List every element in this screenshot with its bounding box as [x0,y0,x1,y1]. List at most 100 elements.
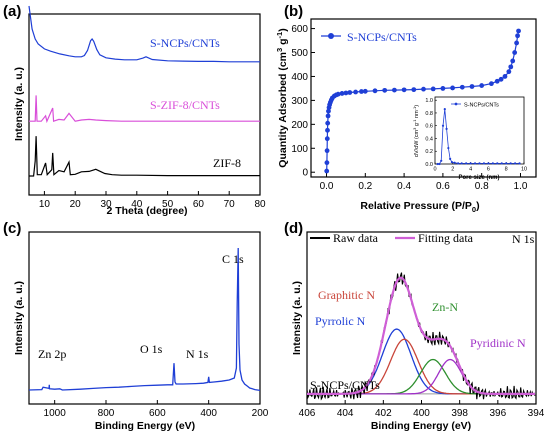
annotation-c1s: C 1s [222,252,244,266]
plot-b-x-title: Relative Pressure (P/P0) [360,200,479,214]
panel-d: (d) 406 404 402 400 398 396 394 Raw data Fitti… [284,220,545,432]
inset-point [457,162,460,165]
plot-b-point [498,76,504,82]
plot-d-x-tick-label: 404 [337,408,354,419]
annotation-zn2p: Zn 2p [38,347,66,361]
inset-y-tick-label: 0.2 [425,149,433,155]
plot-b-y-tick-label: 400 [291,72,308,83]
plot-b-point [324,160,330,166]
plot-b-point [325,120,331,126]
plot-c-y-title: Intensity (a. u.) [13,281,25,355]
plot-d-x-tick-label: 396 [489,408,506,419]
inset-point [449,157,452,160]
plot-b-x-tick-label: 0.8 [475,181,489,192]
inset-point [465,162,468,165]
plot-b-inset: 0 2 4 6 8 10 0.0 0.2 0.4 0.6 0.8 1.0 S-NCPs/CNTs Po… [412,96,527,181]
plot-c-x-tick-label: 600 [149,408,166,419]
plot-a-y-title: Intensity (a. u.) [13,67,25,141]
plot-b-point [506,69,512,75]
inset-y-tick-label: 0.0 [425,162,433,168]
plot-b-x-tick-label: 0.2 [358,181,372,192]
inset-point [482,162,486,165]
plot-c-x-tick-label: 400 [200,408,217,419]
plot-b-legend-label: S-NCPs/CNTs [347,30,417,44]
plot-b-legend-marker [328,33,334,39]
panel-a-letter: (a) [3,3,21,20]
plot-c-x-tick-label: 800 [98,408,115,419]
annotation-o1s: O 1s [140,342,163,356]
inset-point [509,162,512,165]
inset-point [505,162,508,165]
plot-d-y-title: Intensity (a. u.) [291,281,303,355]
plot-b-x-tick-label: 1.0 [514,181,528,192]
plot-d-x-tick-label: 402 [375,408,392,419]
inset-point [460,162,463,165]
series-label-zif8: ZIF-8 [213,156,241,170]
inset-point [453,161,456,164]
plot-b-point [325,127,330,133]
plot-c-frame [28,231,261,405]
plot-b-point [372,88,378,94]
plot-c-x-tick-label: 200 [252,408,269,419]
series-label-sncps-cnts: S-NCPs/CNTs [150,36,220,50]
plot-a-x-tick-label: 50 [162,199,174,210]
panel-b-letter: (b) [284,3,303,20]
plot-b-point [430,86,436,92]
plot-d-x-tick-label: 398 [451,408,468,419]
plot-c-x-title: Binding Energy (eV) [95,420,195,432]
plot-b-x-tick-label: 0.6 [436,181,450,192]
panel-c-letter: (c) [3,220,21,237]
plot-b-y-tick-label: 0 [302,168,308,179]
plot-b-point [353,89,359,95]
plot-b-point [512,50,518,55]
plot-b-point [440,86,446,91]
annotation-n1s: N 1s [186,347,209,361]
plot-b-point [508,64,514,70]
inset-point [478,162,481,165]
plot-b-x-tick-label: 0.0 [320,181,334,192]
plot-d-x-tick-label: 394 [528,408,545,419]
inset-x-tick-label: 0 [433,167,436,173]
plot-a-frame [28,13,261,196]
plot-c-x-tick-label: 1000 [44,408,67,419]
panel-c: (c) 1000 800 600 400 200 C 1s O 1s N 1s Zn 2… [3,220,269,432]
plot-d-x-tick-label: 400 [413,408,430,419]
plot-d-series [306,272,536,401]
plot-d-fit-line [307,276,535,395]
plot-b-point [450,85,455,91]
peak-label-pyridinic-n: Pyridinic N [470,336,526,350]
plot-c-series-line [28,247,261,392]
plot-b-point [516,28,521,34]
inset-legend-label: S-NCPs/CNTs [464,103,499,109]
plot-b-point [335,91,341,97]
inset-point [441,124,445,127]
plot-a-series [28,5,260,177]
plot-b-frame [310,18,537,178]
plot-a-x-tick-label: 30 [100,199,112,210]
legend-raw-label: Raw data [333,231,379,245]
inset-point [500,162,503,165]
inset-y-tick-label: 0.4 [425,136,433,142]
plot-b-y-title: Quantity Adsorbed (cm3 g-1) [275,28,289,167]
inset-legend-marker [454,102,458,106]
plot-b-point [494,78,500,84]
plot-d-ticks: 406 404 402 400 398 396 394 [299,400,545,419]
panel-a: (a) 10 20 30 40 50 60 70 80 S-NCPs/CNTs S-ZIF-8… [3,3,266,217]
inset-point [440,159,443,162]
plot-b-point [502,74,508,79]
inset-point [487,162,490,165]
plot-a-x-tick-label: 70 [224,199,236,210]
inset-point [445,127,448,131]
plot-c-ticks: 1000 800 600 400 200 [44,400,269,419]
inset-frame [434,96,525,165]
plot-b-point [515,33,520,39]
plot-a-x-tick-label: 10 [39,199,51,210]
panel-d-letter: (d) [284,220,303,237]
plot-d-region-label: N 1s [512,232,535,246]
inset-x-tick-label: 4 [469,167,472,173]
plot-c-series [28,247,261,392]
inset-point [496,162,499,165]
inset-point [443,108,446,111]
plot-a-x-tick-label: 20 [70,199,82,210]
